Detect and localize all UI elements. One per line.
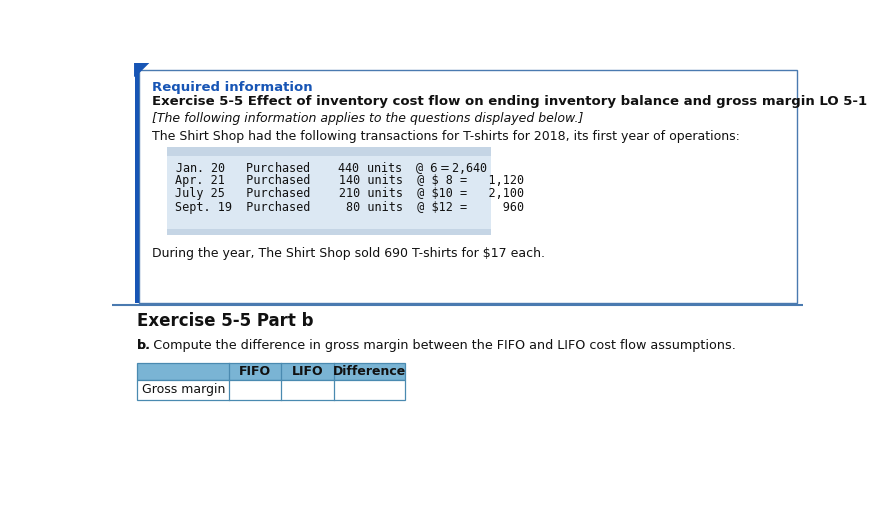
Bar xyxy=(135,70,138,303)
Text: Difference: Difference xyxy=(333,365,406,378)
Bar xyxy=(168,229,491,235)
Text: The Shirt Shop had the following transactions for T-shirts for 2018, its first y: The Shirt Shop had the following transac… xyxy=(152,129,739,143)
Text: During the year, The Shirt Shop sold 690 T-shirts for $17 each.: During the year, The Shirt Shop sold 690… xyxy=(152,247,545,260)
Text: Required information: Required information xyxy=(152,81,312,94)
Text: [The following information applies to the questions displayed below.]: [The following information applies to th… xyxy=(152,112,583,125)
Text: Exercise 5-5 Effect of inventory cost flow on ending inventory balance and gross: Exercise 5-5 Effect of inventory cost fl… xyxy=(152,95,867,108)
Text: July 25   Purchased    210 units  @ $10 =   2,100: July 25 Purchased 210 units @ $10 = 2,10… xyxy=(175,187,524,200)
Bar xyxy=(137,380,405,400)
Text: b. Compute the difference in gross margin between the FIFO and LIFO cost flow as: b. Compute the difference in gross margi… xyxy=(137,339,736,352)
Bar xyxy=(137,363,405,380)
Text: FIFO: FIFO xyxy=(239,365,271,378)
Text: Gross margin: Gross margin xyxy=(142,383,225,396)
Bar xyxy=(138,70,797,303)
Text: Jan. 20   Purchased    440 units  @ $ 6 =  $2,640: Jan. 20 Purchased 440 units @ $ 6 = $2,6… xyxy=(175,160,488,176)
Text: Apr. 21   Purchased    140 units  @ $ 8 =   1,120: Apr. 21 Purchased 140 units @ $ 8 = 1,12… xyxy=(175,173,524,186)
Bar xyxy=(168,147,491,156)
Bar xyxy=(168,156,491,229)
Text: Exercise 5-5 Part b: Exercise 5-5 Part b xyxy=(137,312,314,330)
Text: Sept. 19  Purchased     80 units  @ $12 =     960: Sept. 19 Purchased 80 units @ $12 = 960 xyxy=(175,201,524,214)
Polygon shape xyxy=(135,63,149,77)
Text: LIFO: LIFO xyxy=(292,365,324,378)
Text: b.: b. xyxy=(137,339,151,352)
